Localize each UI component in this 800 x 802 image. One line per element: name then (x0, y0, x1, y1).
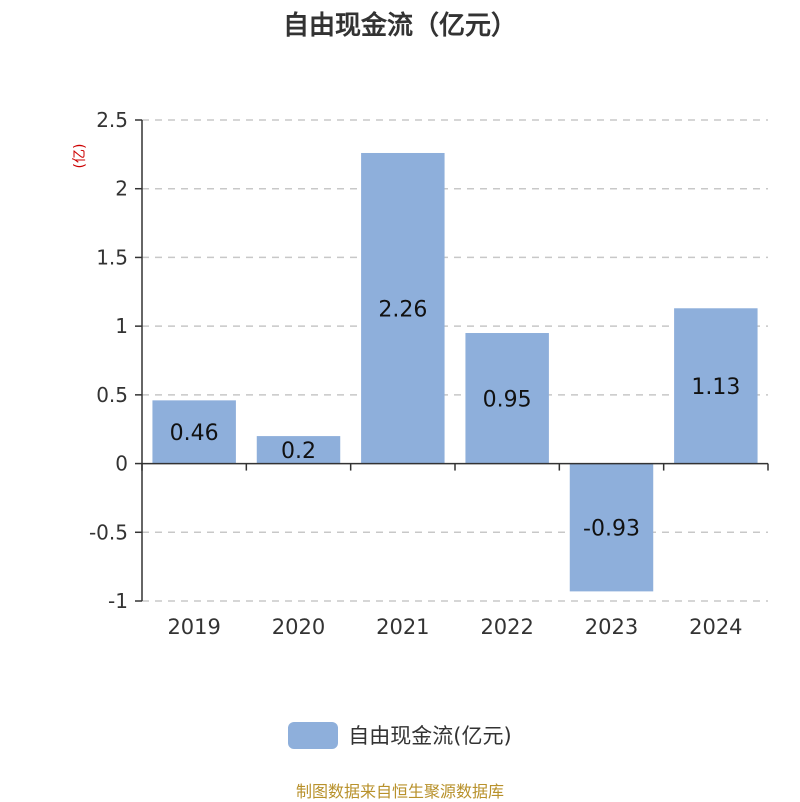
grid-lines (142, 119, 768, 602)
bar-2023[interactable] (569, 463, 654, 592)
x-tick-label: 2023 (585, 615, 638, 639)
y-tick-label: 0.5 (96, 383, 128, 407)
chart-title: 自由现金流（亿元） (283, 10, 517, 41)
axes: -1 -0.5 0 0.5 1 1.5 2 2.5 2019 2020 2021 2022 2023 20… (89, 108, 769, 639)
legend-swatch (288, 721, 339, 749)
source-note: 制图数据来自恒生聚源数据库 (295, 782, 504, 801)
data-label-2024: 1.13 (691, 375, 740, 400)
data-label-2021: 2.26 (378, 297, 427, 322)
bar-chart: 自由现金流（亿元） (亿) -1 -0.5 0 0.5 1 1.5 2 2.5 2019 2020… (72, 10, 769, 639)
y-tick-label: 0 (115, 452, 128, 476)
y-tick-label: -1 (108, 589, 128, 613)
y-tick-label: 2.5 (96, 108, 128, 132)
bars (152, 152, 758, 592)
data-label-2023: -0.93 (583, 516, 640, 541)
x-tick-label: 2021 (376, 615, 429, 639)
bar-2024[interactable] (674, 308, 758, 464)
bar-2019[interactable] (152, 400, 236, 464)
x-tick-label: 2019 (167, 615, 220, 639)
y-tick-label: 1.5 (96, 245, 128, 269)
bar-2020[interactable] (256, 436, 341, 464)
x-tick-label: 2024 (689, 615, 742, 639)
y-tick-label: -0.5 (89, 520, 128, 544)
legend-label: 自由现金流(亿元) (348, 724, 512, 748)
data-label-2022: 0.95 (483, 387, 532, 412)
x-tick-label: 2020 (272, 615, 325, 639)
data-labels: 0.46 0.2 2.26 0.95 -0.93 1.13 (170, 297, 741, 541)
data-label-2020: 0.2 (281, 439, 316, 464)
y-tick-label: 2 (115, 177, 128, 201)
y-unit-label: (亿) (72, 144, 88, 169)
x-tick-label: 2022 (480, 615, 533, 639)
legend: 自由现金流(亿元) (0, 718, 800, 752)
bar-2022[interactable] (465, 333, 549, 464)
data-label-2019: 0.46 (170, 421, 219, 446)
bar-2021[interactable] (361, 152, 445, 464)
y-tick-label: 1 (115, 314, 128, 338)
